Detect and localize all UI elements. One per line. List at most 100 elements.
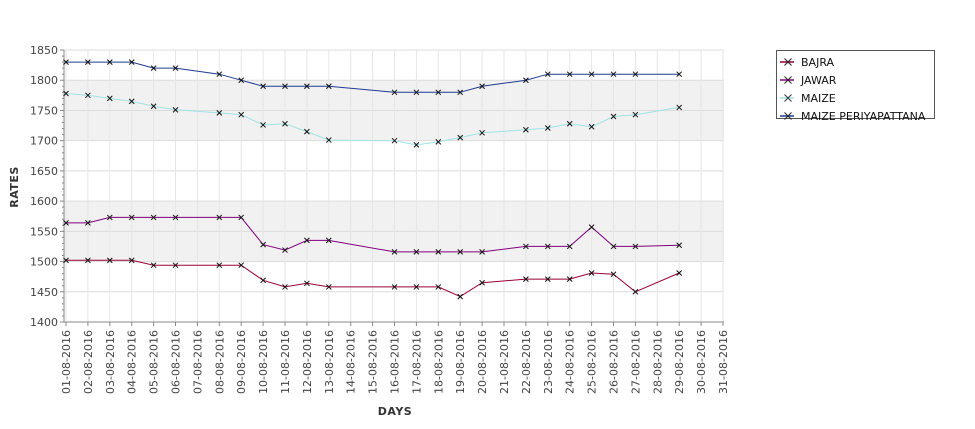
x-tick-label: 27-08-2016 [629,330,642,394]
data-point-marker [457,249,464,255]
data-point-marker [260,122,266,128]
marker-stroke [216,262,223,269]
data-point-marker [128,98,135,105]
marker-stroke [610,271,617,278]
marker-stroke [85,59,91,65]
marker-stroke [325,83,332,90]
data-point-marker [676,270,683,276]
marker-stroke [260,241,266,248]
y-axis-ticks: 1400 1450 1500 1550 1600 1650 1700 1750 1800 1850 [30,44,64,329]
marker-stroke [238,111,245,118]
data-point-marker [63,90,69,97]
x-tick-label: 18-08-2016 [432,330,445,394]
legend-label: MAIZE [801,92,836,105]
marker-stroke [106,59,113,65]
marker-stroke [676,71,683,78]
data-point-marker [282,120,288,127]
data-point-marker [391,89,398,96]
data-point-marker [523,243,529,250]
marker-stroke [128,257,135,264]
marker-stroke [544,125,551,131]
legend-swatch-marker [784,58,792,66]
y-tick-label: 1500 [30,256,58,269]
data-point-marker [479,83,485,90]
series-markers [63,59,683,300]
data-point-marker [85,220,91,226]
data-point-marker [216,214,223,221]
series-line-maize [65,93,680,146]
data-point-marker [479,279,485,286]
data-point-marker [260,241,266,248]
series-line-bajra [66,259,680,298]
data-point-marker [282,284,288,290]
data-point-marker [610,243,617,250]
marker-stroke [216,110,223,116]
marker-stroke [610,71,617,78]
x-tick-label: 24-08-2016 [564,330,577,394]
marker-stroke [172,262,179,269]
marker-stroke [610,113,617,120]
data-point-marker [457,293,464,300]
marker-stroke [325,237,332,244]
marker-stroke [479,279,485,286]
data-point-marker [282,83,288,90]
data-point-marker [128,257,135,264]
x-tick-label: 06-08-2016 [170,330,183,394]
legend-label: BAJRA [801,56,835,69]
x-tick-label: 16-08-2016 [389,330,402,394]
marker-stroke [610,243,617,250]
data-point-marker [413,249,420,255]
marker-stroke [238,262,245,269]
marker-stroke [216,214,223,221]
legend-swatch-marker [784,76,792,84]
legend-swatch-marker [784,94,792,102]
marker-stroke [479,83,485,90]
data-point-marker [106,257,113,264]
data-point-marker [413,284,420,290]
marker-stroke [566,243,573,250]
marker-stroke [523,243,529,250]
x-tick-label: 23-08-2016 [542,330,555,394]
data-point-marker [85,257,91,264]
data-point-marker [172,262,179,269]
marker-stroke [391,284,398,290]
x-tick-label: 10-08-2016 [257,330,270,394]
data-point-marker [238,77,245,84]
marker-stroke [106,214,113,221]
marker-stroke [85,92,91,99]
marker-stroke [566,276,573,282]
data-point-marker [63,257,69,264]
y-tick-label: 1850 [30,44,58,57]
x-tick-label: 01-08-2016 [60,330,73,394]
marker-stroke [676,242,683,249]
x-tick-label: 25-08-2016 [586,330,599,394]
marker-stroke [128,98,135,105]
x-tick-label: 02-08-2016 [82,330,95,394]
data-point-marker [172,106,179,113]
marker-stroke [676,104,683,111]
legend-box [776,50,935,119]
data-point-marker [391,284,398,290]
data-point-marker [413,89,420,96]
x-tick-label: 28-08-2016 [651,330,664,394]
legend-item: JAWAR [780,74,837,87]
legend-label: JAWAR [800,74,837,87]
marker-stroke [544,276,551,282]
data-point-marker [238,262,245,269]
data-point-marker [632,243,639,250]
data-point-marker [588,270,595,276]
data-point-marker [566,276,573,282]
x-tick-label: 19-08-2016 [454,330,467,394]
data-point-marker [588,71,595,78]
x-tick-label: 03-08-2016 [104,330,117,394]
marker-stroke [457,249,464,255]
data-point-marker [85,92,91,99]
x-tick-label: 08-08-2016 [213,330,226,394]
data-point-marker [435,249,442,255]
data-point-marker [610,71,617,78]
marker-stroke [479,129,485,136]
data-point-marker [150,214,157,221]
x-tick-label: 15-08-2016 [367,330,380,394]
